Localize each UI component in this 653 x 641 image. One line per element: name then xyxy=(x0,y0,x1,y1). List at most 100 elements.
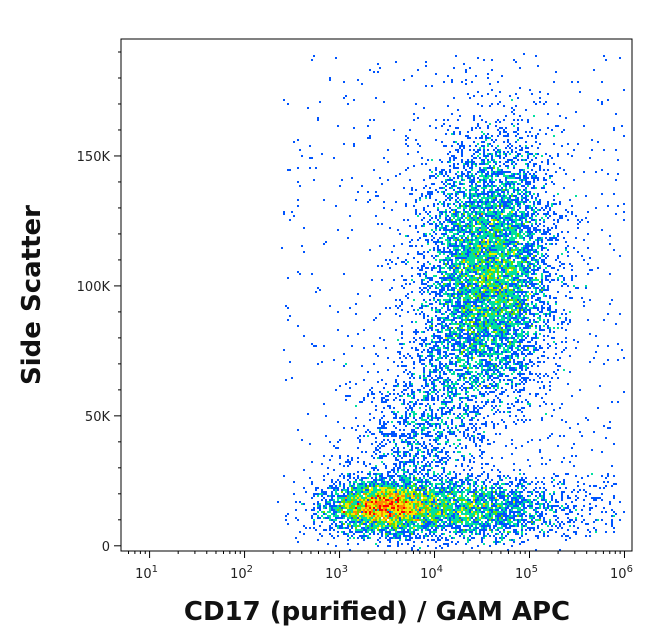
density-dot xyxy=(509,347,511,349)
density-dot xyxy=(493,323,495,325)
density-dot xyxy=(455,273,457,275)
density-dot xyxy=(531,263,533,265)
density-dot xyxy=(487,219,489,221)
density-dot xyxy=(471,193,473,195)
density-dot xyxy=(525,247,527,249)
density-dot xyxy=(379,313,381,315)
density-dot xyxy=(519,179,521,181)
density-dot xyxy=(479,149,481,151)
density-dot xyxy=(475,367,477,369)
density-dot xyxy=(473,283,475,285)
density-dot xyxy=(501,269,503,271)
density-dot xyxy=(435,275,437,277)
density-dot xyxy=(375,215,377,217)
density-dot xyxy=(431,355,433,357)
density-dot xyxy=(513,323,515,325)
density-dot xyxy=(455,361,457,363)
density-dot xyxy=(291,211,293,213)
density-dot xyxy=(465,303,467,305)
density-dot xyxy=(587,233,589,235)
density-dot xyxy=(553,237,555,239)
density-dot xyxy=(495,195,497,197)
density-dot xyxy=(483,179,485,181)
density-dot xyxy=(387,161,389,163)
density-dot xyxy=(557,365,559,367)
density-dot xyxy=(489,333,491,335)
density-dot xyxy=(497,273,499,275)
density-dot xyxy=(479,341,481,343)
density-dot xyxy=(509,291,511,293)
density-dot xyxy=(377,63,379,65)
density-dot xyxy=(553,331,555,333)
density-dot xyxy=(415,225,417,227)
density-dot xyxy=(475,193,477,195)
density-dot xyxy=(483,313,485,315)
density-dot xyxy=(391,251,393,253)
density-dot xyxy=(411,189,413,191)
density-dot xyxy=(445,277,447,279)
density-dot xyxy=(435,367,437,369)
density-dot xyxy=(539,239,541,241)
density-dot xyxy=(505,197,507,199)
density-dot xyxy=(297,139,299,141)
density-dot xyxy=(465,267,467,269)
density-dot xyxy=(457,327,459,329)
density-dot xyxy=(575,195,577,197)
density-dot xyxy=(489,297,491,299)
density-dot xyxy=(519,217,521,219)
density-dot xyxy=(463,245,465,247)
density-dot xyxy=(523,193,525,195)
density-dot xyxy=(435,291,437,293)
density-dot xyxy=(499,263,501,265)
density-dot xyxy=(507,323,509,325)
density-dot xyxy=(429,175,431,177)
density-dot xyxy=(595,171,597,173)
density-dot xyxy=(441,141,443,143)
density-dot xyxy=(457,309,459,311)
density-dot xyxy=(515,245,517,247)
density-dot xyxy=(471,355,473,357)
density-dot xyxy=(515,217,517,219)
density-dot xyxy=(527,335,529,337)
density-dot xyxy=(509,317,511,319)
density-dot xyxy=(505,263,507,265)
density-dot xyxy=(503,195,505,197)
density-dot xyxy=(583,259,585,261)
density-dot xyxy=(447,275,449,277)
density-dot xyxy=(525,317,527,319)
density-dot xyxy=(513,209,515,211)
density-dot xyxy=(487,275,489,277)
density-dot xyxy=(483,133,485,135)
density-dot xyxy=(405,135,407,137)
density-dot xyxy=(489,185,491,187)
density-dot xyxy=(489,191,491,193)
density-dot xyxy=(461,179,463,181)
density-dot xyxy=(491,175,493,177)
density-dot xyxy=(475,299,477,301)
density-dot xyxy=(529,181,531,183)
density-dot xyxy=(519,177,521,179)
density-dot xyxy=(501,229,503,231)
density-dot xyxy=(499,203,501,205)
density-dot xyxy=(459,255,461,257)
density-dot xyxy=(551,129,553,131)
density-dot xyxy=(459,365,461,367)
density-dot xyxy=(519,303,521,305)
density-dot xyxy=(541,239,543,241)
density-dot xyxy=(473,341,475,343)
density-dot xyxy=(457,149,459,151)
density-dot xyxy=(409,245,411,247)
density-dot xyxy=(461,243,463,245)
density-dot xyxy=(407,297,409,299)
density-dot xyxy=(549,229,551,231)
density-dot xyxy=(485,285,487,287)
density-dot xyxy=(449,239,451,241)
density-dot xyxy=(471,319,473,321)
density-dot xyxy=(375,317,377,319)
density-dot xyxy=(503,135,505,137)
density-dot xyxy=(473,331,475,333)
density-dot xyxy=(449,313,451,315)
density-dot xyxy=(465,367,467,369)
density-dot xyxy=(515,147,517,149)
density-dot xyxy=(481,331,483,333)
